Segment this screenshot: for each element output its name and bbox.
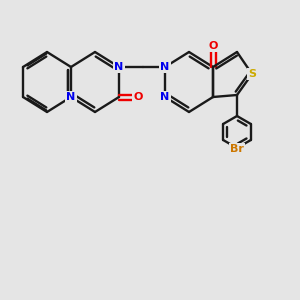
Text: O: O <box>133 92 143 102</box>
Text: N: N <box>66 92 76 102</box>
Text: S: S <box>248 69 256 79</box>
Text: Br: Br <box>230 144 244 154</box>
Text: O: O <box>208 41 218 51</box>
Text: N: N <box>160 92 169 102</box>
Text: N: N <box>114 62 124 72</box>
Text: N: N <box>160 62 169 72</box>
